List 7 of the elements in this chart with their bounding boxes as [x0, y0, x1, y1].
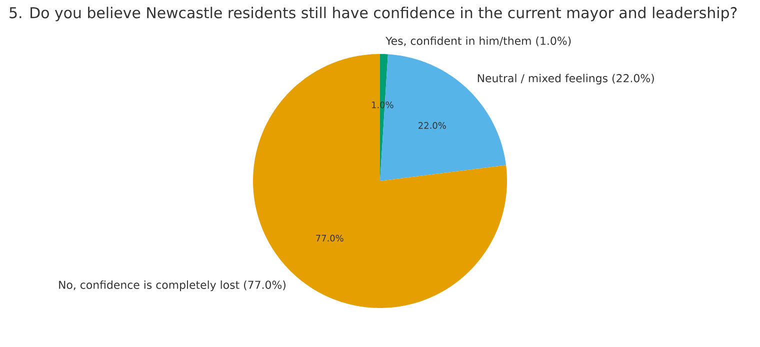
slice-label: Neutral / mixed feelings (22.0%) — [478, 74, 654, 84]
data-label: 1.0% — [372, 101, 394, 108]
chart-title: 5. Do you believe Newcastle residents still have confidence in the current mayor and leadership? — [10, 6, 737, 22]
slice-label: Yes, confident in him/them (1.0%) — [386, 36, 571, 46]
data-label: 77.0% — [316, 234, 344, 242]
slice-label: No, confidence is completely lost (77.0%) — [59, 280, 286, 292]
data-label: 22.0% — [418, 122, 446, 129]
